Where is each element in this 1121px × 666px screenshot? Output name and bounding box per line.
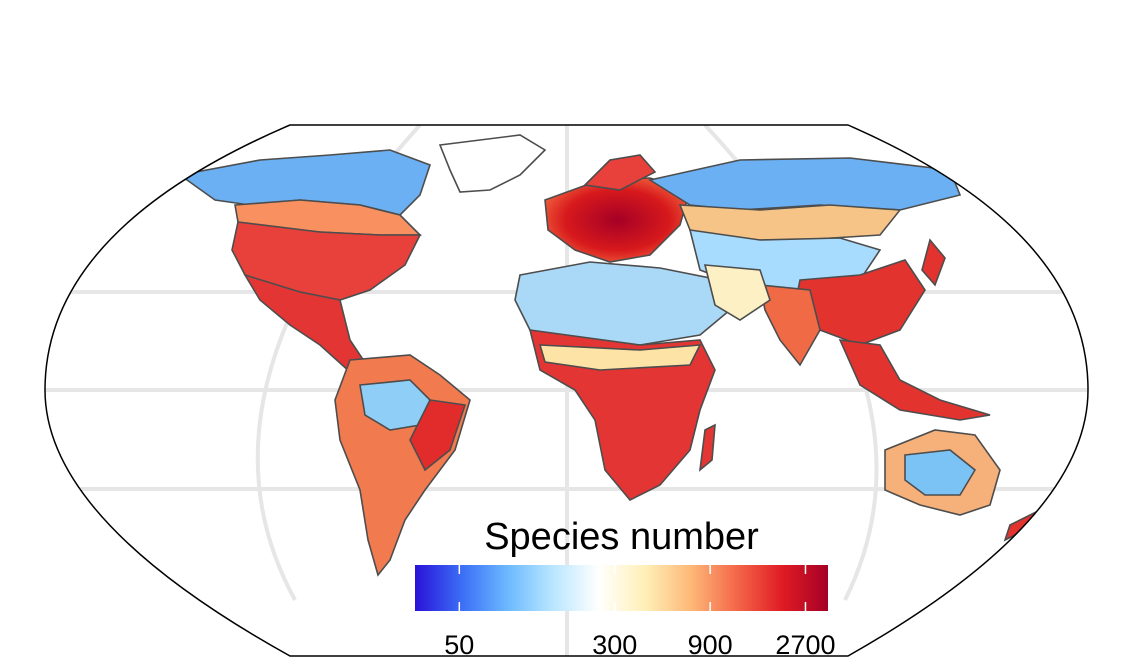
- usa: [231, 221, 422, 301]
- colorbar: [415, 565, 828, 611]
- sahara: [514, 261, 731, 346]
- scandinavia: [583, 154, 657, 191]
- india: [759, 284, 821, 367]
- colorbar-ticks: [458, 565, 807, 611]
- land-masses: [178, 134, 1047, 577]
- japan: [921, 238, 946, 287]
- sub-saharan-africa: [528, 329, 716, 501]
- greenland: [438, 134, 547, 193]
- colorbar-tick-label: 2700: [775, 630, 836, 660]
- sahel: [538, 344, 702, 371]
- se-asia: [838, 339, 991, 421]
- colorbar-tick-label: 300: [592, 630, 638, 660]
- russia: [647, 157, 962, 211]
- middle-east: [703, 264, 771, 321]
- globe-outline: [44, 124, 1089, 657]
- brazil-coast: [409, 399, 467, 472]
- colorbar-tick-label: 50: [444, 630, 475, 660]
- colorbar-tick-label: 900: [687, 630, 733, 660]
- madagascar: [698, 423, 716, 472]
- legend-title: Species number: [484, 516, 759, 558]
- australia-interior: [904, 449, 977, 496]
